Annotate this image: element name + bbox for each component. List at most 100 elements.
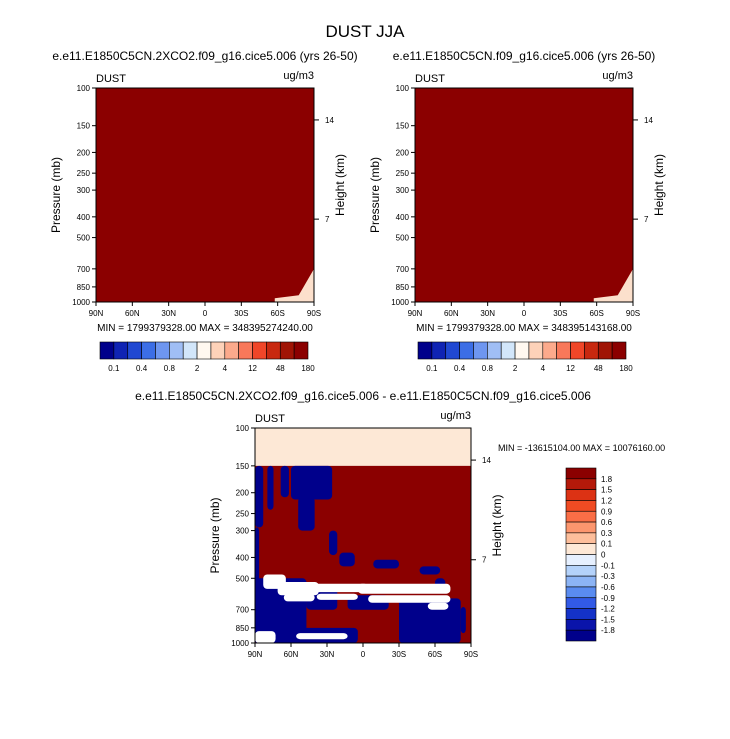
field-navy-patch	[329, 530, 338, 556]
colorbar-swatch	[565, 521, 597, 534]
field-navy-patch	[339, 552, 355, 567]
units-label: ug/m3	[440, 410, 471, 422]
colorbar-label: 180	[619, 364, 633, 373]
colorbar-label: -0.3	[601, 572, 615, 581]
field-label: DUST	[96, 73, 126, 85]
colorbar-label: 12	[248, 364, 257, 373]
x-tick-label: 90N	[89, 309, 104, 318]
colorbar-swatch	[445, 341, 460, 360]
colorbar-swatch	[487, 341, 502, 360]
height-tick-label: 14	[644, 116, 653, 125]
x-tick-label: 60S	[590, 309, 604, 318]
units-label: ug/m3	[283, 70, 314, 82]
x-tick-label: 90S	[464, 650, 478, 659]
field-white-patch	[427, 602, 449, 610]
y-tick-label: 850	[77, 283, 91, 292]
x-tick-label: 30S	[392, 650, 406, 659]
colorbar-swatch	[565, 629, 597, 642]
colorbar-label: 0.1	[426, 364, 438, 373]
field-background	[415, 88, 633, 302]
colorbar-swatch	[565, 543, 597, 555]
colorbar-swatch	[196, 341, 212, 360]
colorbar-swatch	[570, 341, 585, 360]
field-navy-patch	[298, 497, 315, 531]
colorbar-label: 0.8	[164, 364, 176, 373]
colorbar-label: -0.9	[601, 594, 615, 603]
colorbar-label: 0.1	[108, 364, 120, 373]
colorbar-swatch	[565, 500, 597, 512]
y-tick-label: 300	[236, 527, 250, 536]
y-tick-label: 850	[236, 624, 250, 633]
field-white-patch	[316, 593, 358, 600]
height-axis-title: Height (km)	[333, 154, 347, 216]
height-tick-label: 14	[325, 116, 334, 125]
height-tick-label: 7	[325, 215, 330, 224]
colorbar-swatch	[565, 467, 597, 480]
field-white-patch	[283, 593, 315, 602]
colorbar-label: 4	[541, 364, 546, 373]
y-tick-label: 1000	[391, 298, 409, 307]
y-axis-title: Pressure (mb)	[49, 157, 63, 233]
field-navy-patch	[255, 465, 264, 528]
x-tick-label: 60S	[428, 650, 442, 659]
colorbar-label: 0	[601, 551, 606, 560]
height-axis-title: Height (km)	[490, 494, 504, 556]
y-tick-label: 400	[77, 213, 91, 222]
colorbar-swatch	[584, 341, 599, 360]
y-tick-label: 700	[236, 606, 250, 615]
colorbar-swatch	[565, 532, 597, 544]
colorbar-label: 0.8	[482, 364, 494, 373]
colorbar-swatch	[611, 341, 627, 360]
colorbar-swatch	[113, 341, 129, 360]
y-tick-label: 1000	[72, 298, 90, 307]
field-navy-patch	[291, 465, 333, 500]
x-tick-label: 90N	[248, 650, 263, 659]
field-white-patch	[296, 583, 369, 593]
main-title: DUST JJA	[325, 22, 405, 41]
colorbar-swatch	[182, 341, 198, 360]
colorbar-swatch	[210, 341, 226, 360]
colorbar-swatch	[141, 341, 156, 360]
y-tick-label: 700	[77, 265, 91, 274]
x-tick-label: 30N	[320, 650, 335, 659]
colorbar-swatch	[252, 341, 267, 360]
panel-title: e.e11.E1850C5CN.2XCO2.f09_g16.cice5.006 …	[135, 389, 591, 403]
height-axis-title: Height (km)	[652, 154, 666, 216]
x-tick-label: 60N	[284, 650, 299, 659]
colorbar-label: 0.4	[454, 364, 466, 373]
colorbar-swatch	[565, 510, 597, 523]
colorbar-absolute-right: 0.1 0.4 0.8 2 4 12 48 180	[417, 341, 633, 373]
y-tick-label: 500	[396, 234, 410, 243]
height-tick-label: 14	[482, 456, 491, 465]
y-tick-label: 500	[77, 234, 91, 243]
y-tick-label: 300	[77, 186, 91, 195]
colorbar-swatch	[565, 554, 597, 566]
colorbar-absolute-left: 0.1 0.4 0.8 2 4 12 48 180	[99, 341, 315, 373]
colorbar-label: 0.3	[601, 529, 613, 538]
x-tick-label: 30S	[553, 309, 567, 318]
y-tick-label: 250	[396, 169, 410, 178]
y-axis-title: Pressure (mb)	[208, 497, 222, 573]
colorbar-swatch	[155, 341, 170, 360]
colorbar-label: -1.5	[601, 615, 615, 624]
x-tick-label: 30N	[161, 309, 176, 318]
panel-control: e.e11.E1850C5CN.f09_g16.cice5.006 (yrs 2…	[368, 49, 666, 334]
stats-text: MIN = 1799379328.00 MAX = 348395274240.0…	[97, 323, 313, 334]
colorbar-swatch	[565, 489, 597, 501]
height-tick-label: 7	[482, 556, 487, 565]
colorbar-label: -1.8	[601, 626, 615, 635]
y-tick-label: 850	[396, 283, 410, 292]
colorbar-swatch	[565, 597, 597, 609]
colorbar-swatch	[417, 341, 433, 360]
colorbar-swatch	[99, 341, 115, 360]
x-tick-label: 90S	[626, 309, 640, 318]
field-label: DUST	[415, 73, 445, 85]
y-tick-label: 300	[396, 186, 410, 195]
colorbar-swatch	[431, 341, 447, 360]
y-tick-label: 150	[396, 122, 410, 131]
x-tick-label: 30S	[234, 309, 248, 318]
colorbar-label: 0.4	[136, 364, 148, 373]
colorbar-swatch	[279, 341, 295, 360]
colorbar-label: 0.6	[601, 518, 613, 527]
